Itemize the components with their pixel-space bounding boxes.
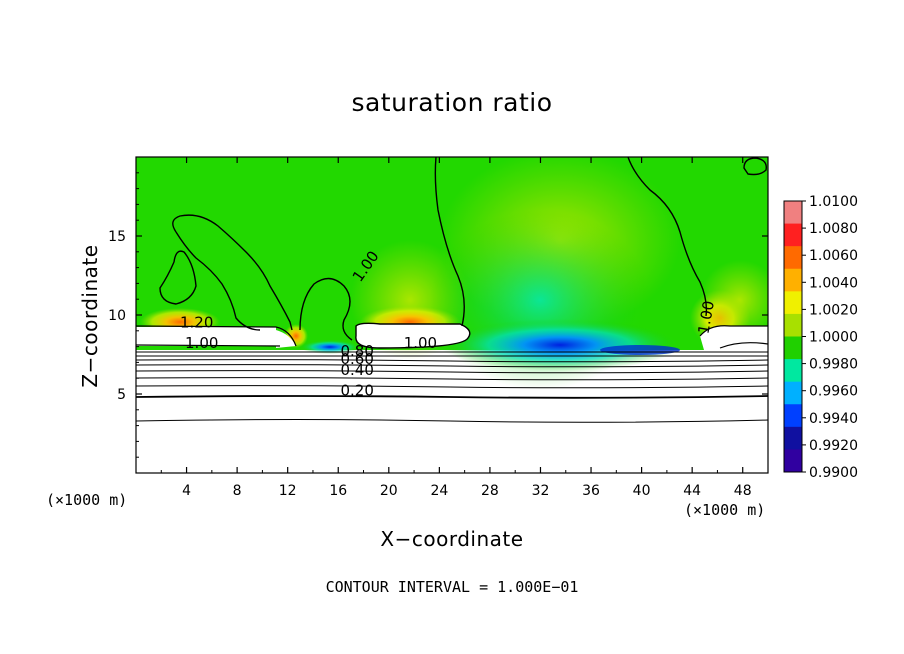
x-tick-label: 28: [481, 483, 499, 499]
x-tick-label: 12: [279, 483, 297, 499]
colorbar-segment: [784, 313, 802, 337]
x-tick-label: 44: [683, 483, 701, 499]
colorbar-segment: [784, 201, 802, 225]
colorbar-segment: [784, 291, 802, 315]
lower-stable-region: [136, 350, 768, 473]
colorbar-label: 1.0000: [809, 330, 858, 346]
contour-label: 0.40: [340, 361, 373, 379]
colorbar-segment: [784, 381, 802, 405]
x-tick-label: 24: [430, 483, 448, 499]
x-unit-label-right: (×1000 m): [684, 501, 766, 519]
contour-1.00-loop: [159, 250, 197, 305]
contour-1.00-corner: [743, 157, 767, 176]
x-unit-label-left: (×1000 m): [46, 491, 128, 509]
inversion-contours: [136, 322, 768, 423]
x-axis-ticks: 4 8 12 16 20 24 28 32 36 40 44 48: [160, 157, 752, 499]
colorbar-label: 0.9980: [809, 357, 858, 373]
colorbar-label: 0.9960: [809, 384, 858, 400]
inversion-band-left: [136, 327, 276, 346]
x-tick-label: 48: [734, 483, 752, 499]
contour-label: 1.00: [404, 334, 437, 352]
inversion-band-right: [700, 325, 768, 350]
x-tick-label: 20: [380, 483, 398, 499]
contour-label: 1.00: [694, 299, 718, 335]
y-axis-ticks: 5 10 15: [108, 172, 768, 458]
x-axis-label: X−coordinate: [380, 527, 524, 551]
contour-interval-note: CONTOUR INTERVAL = 1.000E−01: [325, 578, 579, 596]
colorbar-label: 1.0060: [809, 248, 858, 264]
colorbar-segment: [784, 426, 802, 450]
contour-1.00-left-inner: [175, 231, 261, 331]
y-tick-label: 10: [108, 308, 126, 324]
colorbar-label: 0.9900: [809, 465, 858, 481]
colorbar-label: 0.9920: [809, 438, 858, 454]
colorbar-label: 0.9940: [809, 411, 858, 427]
colorbar: 1.0100 1.0080 1.0060 1.0040 1.0020 1.0000 0.99…: [783, 194, 858, 481]
colorbar-segment: [784, 404, 802, 428]
dry-region-small: [300, 340, 360, 354]
contour-label: 0.20: [340, 382, 373, 400]
y-axis-label: Z−coordinate: [78, 244, 102, 388]
colorbar-segment: [784, 268, 802, 292]
colorbar-segment: [784, 449, 802, 473]
inversion-band-left-tip: [276, 330, 296, 348]
x-tick-label: 8: [233, 483, 242, 499]
dry-region-core: [440, 319, 680, 371]
contour-label: 1.20: [180, 314, 213, 332]
colorbar-label: 1.0020: [809, 302, 858, 318]
contour-label: 1.00: [185, 334, 218, 352]
inversion-band-center: [355, 323, 470, 348]
chart-title: saturation ratio: [351, 88, 553, 117]
plot-field: [136, 157, 768, 473]
colorbar-segment: [784, 223, 802, 247]
contour-label: 0.60: [340, 350, 373, 368]
x-tick-label: 16: [329, 483, 347, 499]
contour-1.00-center: [434, 157, 465, 327]
x-tick-label: 36: [582, 483, 600, 499]
colorbar-segment: [784, 246, 802, 270]
colorbar-segment: [784, 336, 802, 360]
moist-region-right-halo: [700, 260, 768, 340]
contour-label: 0.80: [340, 342, 373, 360]
contour-lines: [159, 157, 767, 341]
dry-region-edge: [600, 345, 680, 355]
x-tick-label: 4: [182, 483, 191, 499]
contour-1.00-left: [172, 214, 293, 331]
colorbar-segment: [784, 359, 802, 383]
x-tick-label: 40: [633, 483, 651, 499]
colorbar-label: 1.0040: [809, 275, 858, 291]
contour-1.00-right: [627, 157, 708, 317]
colorbar-label: 1.0100: [809, 194, 858, 210]
x-tick-label: 32: [532, 483, 550, 499]
y-tick-label: 5: [117, 387, 126, 403]
colorbar-label: 1.0080: [809, 221, 858, 237]
contour-1.00-mid: [299, 277, 353, 341]
y-tick-label: 15: [108, 229, 126, 245]
